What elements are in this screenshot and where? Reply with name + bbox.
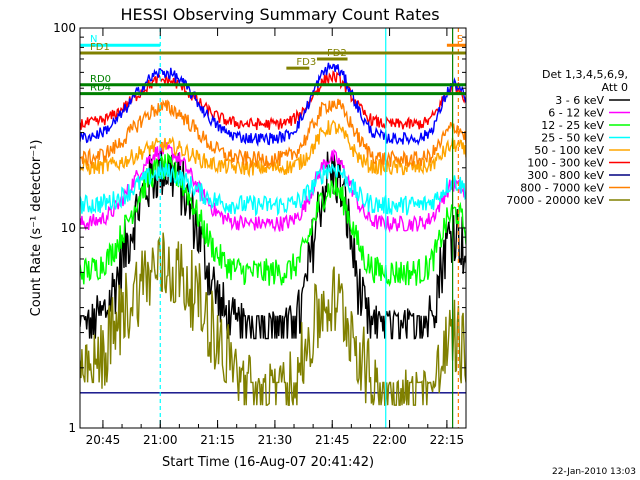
x-tick-label-2: 21:15 <box>200 433 235 447</box>
y-axis-label: Count Rate (s⁻¹ detector⁻¹) <box>29 140 44 317</box>
y-tick-label-2: 100 <box>53 21 76 35</box>
flag-label-3: FD2 <box>327 48 347 59</box>
series-line-blue <box>80 62 466 147</box>
legend-header-1: Att 0 <box>602 81 628 94</box>
legend-label-8: 7000 - 20000 keV <box>506 194 604 207</box>
series-line-2 <box>80 152 466 288</box>
legend-label-7: 800 - 7000 keV <box>520 182 604 195</box>
series-line-3 <box>80 163 466 217</box>
x-tick-label-0: 20:45 <box>86 433 121 447</box>
legend-label-3: 25 - 50 keV <box>541 132 604 145</box>
x-axis-label: Start Time (16-Aug-07 20:41:42) <box>162 455 374 470</box>
footer-date: 22-Jan-2010 13:03 <box>552 467 636 477</box>
flag-label-1: S <box>457 34 463 45</box>
flag-label-2: FD1 <box>90 42 110 53</box>
x-tick-label-5: 22:00 <box>372 433 407 447</box>
y-tick-label-1: 10 <box>61 221 76 235</box>
x-tick-label-6: 22:15 <box>430 433 465 447</box>
legend-label-4: 50 - 100 keV <box>534 144 604 157</box>
flag-label-0: N <box>90 34 97 45</box>
legend-label-1: 6 - 12 keV <box>548 107 604 120</box>
flag-label-4: FD3 <box>296 57 316 68</box>
legend-header-0: Det 1,3,4,5,6,9, <box>542 68 628 81</box>
series-line-8 <box>80 232 466 406</box>
legend-label-0: 3 - 6 keV <box>555 94 604 107</box>
y-tick-label-0: 1 <box>68 421 76 435</box>
series-line-5 <box>80 70 466 131</box>
flag-label-6: RD4 <box>90 83 111 94</box>
series-line-1 <box>80 141 466 234</box>
x-tick-label-1: 21:00 <box>143 433 178 447</box>
legend-label-6: 300 - 800 keV <box>527 169 604 182</box>
chart-title: HESSI Observing Summary Count Rates <box>120 5 439 24</box>
axes: 20:45 21:00 21:15 21:30 21:45 22:00 22:15 1 10 10… <box>53 21 467 447</box>
series-line-4 <box>80 119 466 178</box>
x-tick-label-4: 21:45 <box>315 433 350 447</box>
flag-label-5: RD0 <box>90 74 111 85</box>
x-tick-label-3: 21:30 <box>258 433 293 447</box>
legend-label-5: 100 - 300 keV <box>527 157 604 170</box>
legend-label-2: 12 - 25 keV <box>541 119 604 132</box>
series-line-7 <box>80 98 466 169</box>
